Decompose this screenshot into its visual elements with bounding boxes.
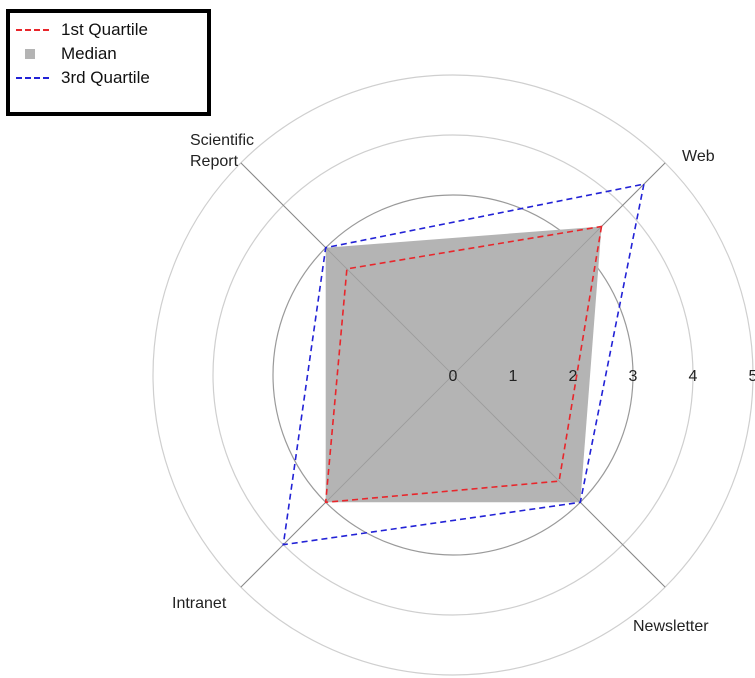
legend-label-median: Median	[61, 44, 117, 63]
tick-label-1: 1	[509, 368, 518, 385]
legend-swatch-3rd-quartile	[16, 71, 49, 85]
legend-swatch-median	[16, 47, 49, 61]
legend-item-3rd-quartile: 3rd Quartile	[16, 67, 150, 89]
legend-item-1st-quartile: 1st Quartile	[16, 19, 148, 41]
spoke-overlay-1	[452, 374, 666, 588]
tick-label-4: 4	[689, 368, 698, 385]
legend-swatch-1st-quartile	[16, 23, 49, 37]
legend-item-median: Median	[16, 43, 117, 65]
tick-label-0: 0	[449, 368, 458, 385]
axis-label-intranet: Intranet	[172, 595, 227, 612]
grid-circle-4	[212, 134, 694, 616]
legend-label-3rd-quartile: 3rd Quartile	[61, 68, 150, 87]
tick-label-3: 3	[629, 368, 638, 385]
radar-series	[240, 162, 666, 588]
series-line-1st-quartile	[324, 225, 603, 504]
chart-legend: 1st Quartile Median 3rd Quartile	[6, 9, 211, 116]
radar-axis-labels: Web Newsletter Intranet Scientific Report	[172, 132, 715, 635]
series-line-3rd-quartile	[282, 183, 645, 546]
tick-label-5: 5	[749, 368, 755, 385]
grid-circle-3	[272, 194, 634, 556]
radar-tick-labels: 0 1 2 3 4 5	[449, 368, 755, 385]
axis-label-web: Web	[682, 148, 715, 165]
axis-label-newsletter: Newsletter	[633, 618, 709, 635]
tick-label-2: 2	[569, 368, 578, 385]
spoke-overlay-3	[240, 162, 454, 376]
axis-label-scientific-report: Scientific Report	[190, 132, 254, 170]
legend-label-1st-quartile: 1st Quartile	[61, 20, 148, 39]
spoke-overlay-0	[452, 162, 666, 376]
grid-circle-5	[152, 74, 754, 676]
spoke-overlay-2	[240, 374, 454, 588]
